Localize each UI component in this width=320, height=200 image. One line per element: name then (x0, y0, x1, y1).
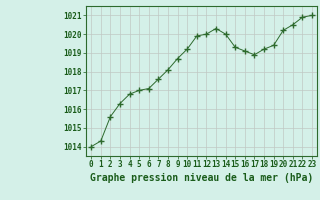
X-axis label: Graphe pression niveau de la mer (hPa): Graphe pression niveau de la mer (hPa) (90, 173, 313, 183)
